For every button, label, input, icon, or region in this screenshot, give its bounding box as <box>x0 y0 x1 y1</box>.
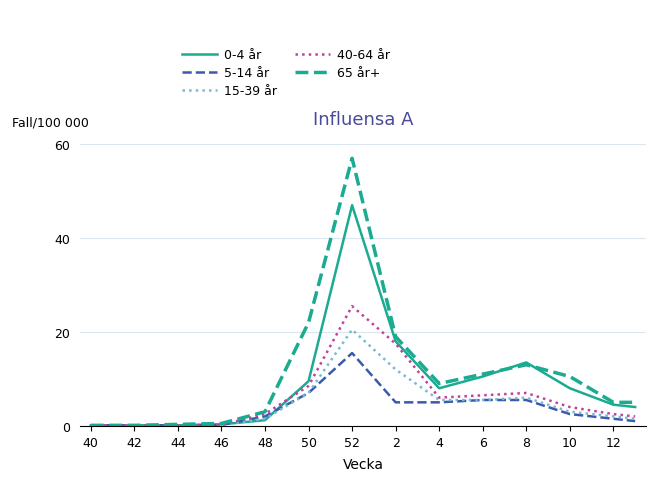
Line: 15-39 år: 15-39 år <box>91 330 635 425</box>
65 år+ <box>174 422 182 427</box>
65 år+ <box>392 334 400 340</box>
X-axis label: Vecka: Vecka <box>342 457 384 471</box>
65 år+ <box>261 409 269 415</box>
Line: 0-4 år: 0-4 år <box>91 206 635 425</box>
40-64 år <box>174 423 182 428</box>
15-39 år <box>304 390 312 396</box>
65 år+ <box>217 421 225 426</box>
65 år+ <box>304 320 312 326</box>
65 år+ <box>479 372 487 378</box>
40-64 år <box>435 395 443 401</box>
5-14 år <box>348 350 356 356</box>
65 år+ <box>609 400 617 406</box>
15-39 år <box>479 397 487 403</box>
0-4 år <box>479 374 487 379</box>
15-39 år <box>261 416 269 422</box>
5-14 år <box>217 422 225 428</box>
0-4 år <box>261 417 269 423</box>
0-4 år <box>87 423 95 428</box>
Legend: 0-4 år, 5-14 år, 15-39 år, 40-64 år, 65 år+: 0-4 år, 5-14 år, 15-39 år, 40-64 år, 65 … <box>182 49 390 98</box>
Title: Influensa A: Influensa A <box>313 110 413 128</box>
40-64 år <box>566 404 574 410</box>
40-64 år <box>304 383 312 389</box>
15-39 år <box>87 423 95 428</box>
15-39 år <box>131 423 139 428</box>
15-39 år <box>566 409 574 415</box>
65 år+ <box>87 423 95 428</box>
5-14 år <box>304 390 312 396</box>
40-64 år <box>479 393 487 398</box>
5-14 år <box>131 423 139 428</box>
0-4 år <box>348 203 356 209</box>
65 år+ <box>131 423 139 428</box>
0-4 år <box>217 422 225 427</box>
40-64 år <box>348 303 356 309</box>
5-14 år <box>522 397 530 403</box>
15-39 år <box>392 367 400 373</box>
0-4 år <box>174 423 182 428</box>
5-14 år <box>87 423 95 428</box>
65 år+ <box>566 374 574 379</box>
15-39 år <box>522 395 530 401</box>
65 år+ <box>435 381 443 387</box>
0-4 år <box>631 404 639 410</box>
65 år+ <box>522 362 530 368</box>
40-64 år <box>631 414 639 420</box>
65 år+ <box>631 400 639 406</box>
0-4 år <box>435 386 443 392</box>
40-64 år <box>87 423 95 428</box>
15-39 år <box>631 416 639 422</box>
5-14 år <box>566 411 574 417</box>
40-64 år <box>609 411 617 417</box>
5-14 år <box>174 423 182 428</box>
15-39 år <box>348 327 356 333</box>
0-4 år <box>392 339 400 345</box>
5-14 år <box>392 400 400 406</box>
Line: 40-64 år: 40-64 år <box>91 306 635 425</box>
40-64 år <box>392 341 400 347</box>
Text: Fall/100 000: Fall/100 000 <box>12 117 89 130</box>
0-4 år <box>522 360 530 365</box>
5-14 år <box>609 416 617 422</box>
Line: 65 år+: 65 år+ <box>91 159 635 425</box>
0-4 år <box>304 378 312 384</box>
65 år+ <box>348 156 356 162</box>
40-64 år <box>522 390 530 396</box>
40-64 år <box>131 423 139 428</box>
0-4 år <box>609 402 617 408</box>
40-64 år <box>217 422 225 428</box>
Line: 5-14 år: 5-14 år <box>91 353 635 425</box>
5-14 år <box>435 400 443 406</box>
15-39 år <box>435 397 443 403</box>
15-39 år <box>217 422 225 428</box>
15-39 år <box>174 423 182 428</box>
5-14 år <box>479 397 487 403</box>
15-39 år <box>609 414 617 420</box>
40-64 år <box>261 411 269 417</box>
5-14 år <box>261 414 269 420</box>
5-14 år <box>631 418 639 424</box>
0-4 år <box>566 386 574 392</box>
0-4 år <box>131 423 139 428</box>
